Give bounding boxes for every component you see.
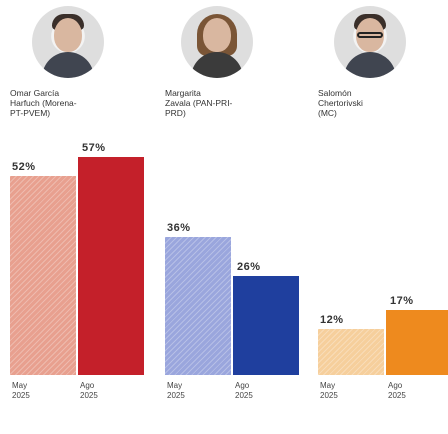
- bar-2-2: [233, 276, 299, 375]
- candidate-name: Margarita Zavala (PAN-PRI- PRD): [165, 88, 233, 118]
- candidate-photo-male-glasses: [334, 6, 406, 78]
- value-label: 26%: [237, 261, 261, 273]
- value-label: 36%: [167, 222, 191, 234]
- candidate-name: Salomón Chertorivski (MC): [318, 88, 363, 118]
- x-tick-label: Ago 2025: [235, 381, 253, 400]
- x-tick-label: May 2025: [167, 381, 185, 400]
- candidate-photo-female: [181, 6, 253, 78]
- bar-3-2: [386, 310, 448, 375]
- value-label: 52%: [12, 161, 36, 173]
- value-label: 57%: [82, 142, 106, 154]
- x-tick-label: Ago 2025: [388, 381, 406, 400]
- bar-3-1: [318, 329, 384, 375]
- x-tick-label: May 2025: [12, 381, 30, 400]
- bar-2-1: [165, 237, 231, 375]
- bar-1-2: [78, 157, 144, 375]
- x-tick-label: Ago 2025: [80, 381, 98, 400]
- value-label: 12%: [320, 314, 344, 326]
- candidate-name: Omar García Harfuch (Morena- PT-PVEM): [10, 88, 77, 118]
- value-label: 17%: [390, 295, 414, 307]
- candidate-photo-male: [32, 6, 104, 78]
- x-tick-label: May 2025: [320, 381, 338, 400]
- bar-1-1: [10, 176, 76, 375]
